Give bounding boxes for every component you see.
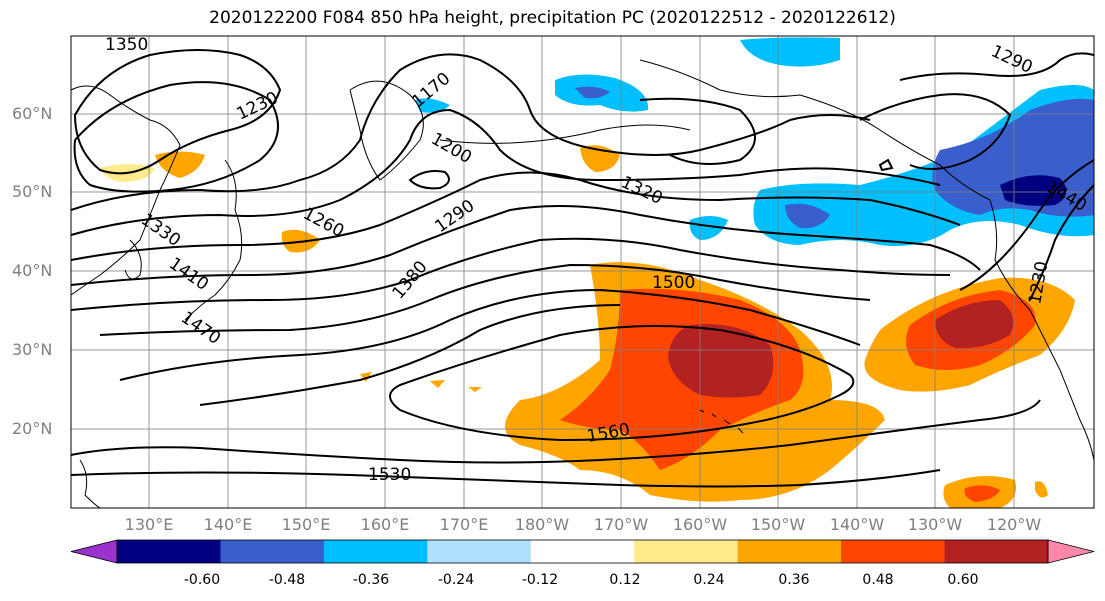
precip-patch-gulf-blue: [785, 203, 830, 229]
lon-label: 150°E: [281, 515, 331, 534]
coast-korea: [124, 239, 142, 280]
colorbar-tick-label: 0.60: [947, 572, 979, 588]
colorbar-segment: [117, 540, 221, 563]
coast-asia: [70, 85, 181, 296]
lon-label: 150°W: [750, 515, 806, 534]
colorbar-tick-label: -0.36: [352, 572, 390, 588]
colorbar-segment: [737, 540, 842, 563]
coast-alaska: [639, 59, 991, 201]
lon-label: 130°E: [124, 515, 174, 534]
colorbar-segment: [323, 540, 428, 563]
precip-patch-arctic: [740, 37, 840, 67]
colorbar-tick-label: 0.12: [609, 572, 641, 588]
contour-label: 1530: [368, 465, 411, 485]
lon-label: 130°W: [907, 515, 963, 534]
lat-label: 60°N: [12, 104, 53, 123]
precip-shading: [100, 37, 1094, 508]
precip-patch-mexico: [1035, 481, 1048, 498]
height-contours: [70, 49, 1095, 488]
precip-patch-sakhalin: [155, 151, 205, 178]
coast-hawaii: [699, 409, 744, 434]
precip-max-central: [668, 324, 774, 398]
colorbar-segment: [944, 540, 1049, 563]
colorbar-tick-label: -0.48: [268, 572, 306, 588]
lon-label: 170°E: [439, 515, 489, 534]
lon-label: 170°W: [593, 515, 649, 534]
colorbar-segment: [841, 540, 946, 563]
colorbar-extend-low: [70, 539, 118, 564]
colorbar-segment: [220, 540, 325, 563]
lat-label: 30°N: [12, 340, 53, 359]
coast-na-west: [989, 199, 1095, 461]
lon-label: 180°W: [514, 515, 570, 534]
coast-philippines: [79, 459, 101, 509]
lat-label: 40°N: [12, 261, 53, 280]
colorbar-tick-label: 0.36: [778, 572, 810, 588]
colorbar-tick-label: -0.24: [437, 572, 475, 588]
colorbar-border: [116, 539, 1049, 564]
lon-label: 140°W: [829, 515, 885, 534]
colorbar-segment: [530, 540, 635, 563]
lat-label: 50°N: [12, 182, 53, 201]
colorbar-tick-label: 0.48: [862, 572, 894, 588]
precip-max-east: [935, 300, 1014, 349]
lon-label: 120°W: [986, 515, 1042, 534]
colorbar-segment: [634, 540, 739, 563]
coast-kamchatka: [349, 80, 424, 181]
colorbar-tick-label: -0.12: [521, 572, 559, 588]
coast-aleutians: [439, 124, 691, 144]
coastlines: [70, 59, 1095, 509]
colorbar-tick-label: -0.60: [183, 572, 221, 588]
precip-patch-small-2: [430, 380, 445, 388]
colorbar-tick-label: 0.24: [693, 572, 725, 588]
lon-label: 140°E: [203, 515, 253, 534]
colorbar-segment: [427, 540, 532, 563]
precip-patch-west-gulf: [689, 216, 728, 240]
lon-label: 160°W: [672, 515, 728, 534]
contour-label: 1350: [105, 35, 148, 55]
lat-label: 20°N: [12, 419, 53, 438]
precip-patch-bering-core: [575, 86, 610, 99]
map-title: 2020122200 F084 850 hPa height, precipit…: [209, 8, 896, 28]
precip-patch-south-core: [964, 485, 1000, 502]
colorbar-extend-high: [1047, 539, 1095, 564]
precip-patch-small-3: [468, 387, 482, 392]
precip-patch-kamchatka: [415, 98, 450, 113]
contour-label: 1500: [652, 273, 695, 293]
colorbar: [70, 539, 1095, 564]
map-frame: [70, 35, 1095, 509]
precip-patch-small-1: [360, 372, 372, 382]
lon-label: 160°E: [360, 515, 410, 534]
